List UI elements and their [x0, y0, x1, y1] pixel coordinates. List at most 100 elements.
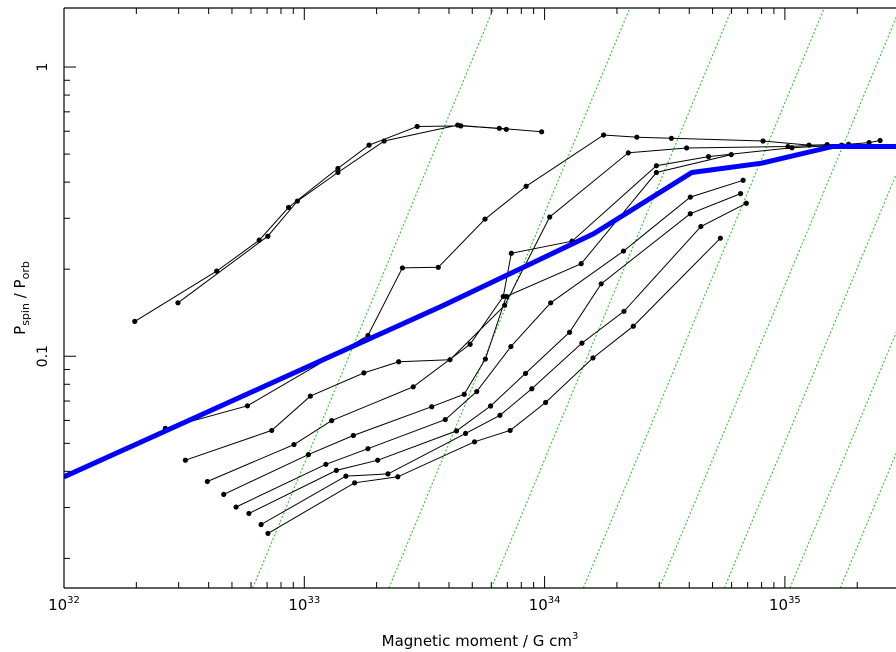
data-point	[221, 491, 227, 497]
reference-line-6	[723, 173, 896, 588]
data-point	[717, 235, 723, 241]
y-tick-label: 0.1	[35, 345, 51, 367]
data-point	[866, 139, 872, 146]
data-point	[410, 384, 416, 390]
data-point	[548, 300, 554, 306]
data-point	[429, 404, 435, 410]
data-point	[381, 138, 387, 144]
data-point	[474, 388, 480, 395]
reference-line-5	[658, 16, 896, 588]
data-point	[453, 428, 460, 434]
data-point	[214, 268, 220, 274]
data-point	[175, 300, 181, 306]
data-point	[522, 370, 529, 377]
series-line	[235, 179, 744, 508]
data-point	[294, 198, 300, 204]
data-point	[435, 264, 441, 270]
data-point	[385, 471, 391, 477]
data-point	[258, 521, 264, 528]
reference-line-7	[789, 331, 896, 588]
data-point	[375, 457, 381, 463]
data-point	[503, 293, 509, 300]
series-4	[182, 142, 830, 463]
reference-line-3	[490, 8, 733, 588]
data-point	[182, 457, 188, 463]
data-point	[684, 145, 690, 151]
data-point	[414, 123, 420, 130]
data-point	[461, 391, 467, 397]
data-point	[705, 154, 712, 160]
y-tick-label: 1	[35, 63, 51, 72]
data-point	[653, 163, 660, 169]
data-point	[668, 135, 674, 141]
data-point	[487, 403, 494, 409]
data-point	[482, 216, 488, 222]
data-point	[366, 142, 372, 148]
tick-marks	[63, 8, 858, 588]
data-point	[737, 191, 744, 197]
series-10	[265, 235, 723, 537]
x-tick-label: 1035	[769, 595, 801, 614]
series-line	[177, 124, 507, 304]
series-line	[223, 154, 732, 495]
data-point	[395, 474, 401, 480]
data-point	[698, 223, 704, 230]
data-point	[482, 356, 488, 362]
data-point	[462, 430, 469, 437]
data-point	[244, 403, 251, 409]
data-point	[600, 132, 607, 138]
axes: 1032 1033 1034 1035 1 0.1	[35, 7, 896, 614]
data-point	[579, 340, 585, 346]
data-point	[352, 480, 358, 486]
data-point	[687, 194, 693, 200]
data-point	[265, 530, 271, 537]
data-point	[233, 504, 239, 510]
data-point	[598, 281, 604, 287]
reference-line-2	[388, 8, 631, 588]
data-point	[760, 138, 766, 144]
data-point	[333, 467, 339, 473]
data-point	[877, 137, 883, 144]
data-point	[743, 200, 749, 206]
data-point	[523, 183, 529, 189]
data-point	[396, 359, 402, 365]
data-point	[323, 461, 329, 467]
x-tick-label: 1033	[288, 595, 320, 614]
data-point	[265, 233, 271, 239]
x-axis-label: Magnetic moment / G cm3	[382, 631, 579, 650]
y-axis-label: Pspin / Porb	[11, 261, 32, 335]
data-point	[335, 165, 341, 172]
data-point	[361, 370, 367, 376]
data-point	[455, 122, 461, 128]
data-point	[365, 446, 371, 452]
data-point	[442, 416, 448, 423]
series-3	[162, 132, 883, 431]
data-point	[291, 441, 297, 448]
data-point	[132, 318, 138, 324]
series-6	[221, 151, 734, 497]
data-point	[539, 129, 545, 135]
data-point	[508, 343, 514, 350]
data-point	[285, 204, 292, 211]
series-line	[260, 202, 747, 525]
data-series	[132, 122, 883, 537]
data-point	[621, 308, 627, 314]
series-8	[246, 191, 744, 517]
tick-labels: 1032 1033 1034 1035 1 0.1	[35, 63, 801, 614]
data-point	[399, 265, 405, 271]
data-point	[578, 261, 584, 267]
equilibrium-line	[64, 144, 896, 480]
data-point	[630, 323, 636, 329]
series-1	[132, 123, 545, 324]
data-point	[625, 150, 631, 156]
data-point	[471, 439, 478, 445]
data-point	[305, 451, 311, 458]
data-point	[620, 248, 627, 254]
series-9	[258, 200, 749, 528]
data-point	[307, 393, 313, 399]
reference-line-8	[839, 452, 896, 588]
data-point	[497, 412, 503, 418]
data-point	[335, 169, 341, 176]
data-point	[653, 169, 660, 176]
